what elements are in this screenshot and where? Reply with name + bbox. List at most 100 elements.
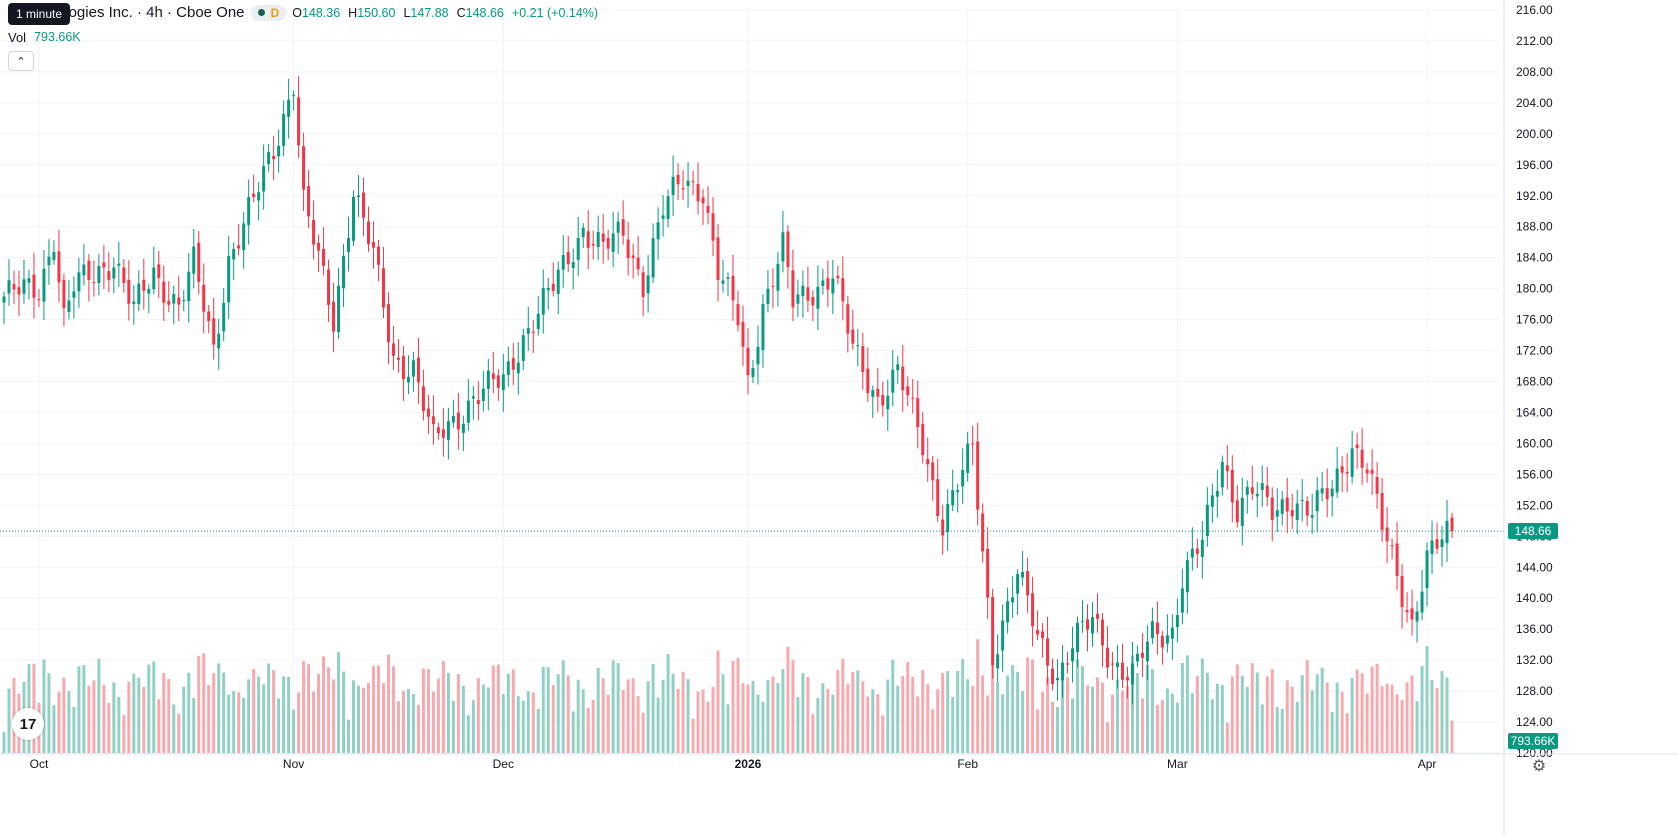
price-tick-label: 188.00 xyxy=(1516,220,1553,234)
candle-body xyxy=(911,397,915,399)
collapse-legend-button[interactable]: ⌃ xyxy=(8,51,34,71)
candle-body xyxy=(691,181,695,183)
volume-bar xyxy=(147,664,151,753)
candle-body xyxy=(1016,573,1020,594)
tradingview-logo[interactable]: 17 xyxy=(12,708,44,740)
candle-body xyxy=(1320,488,1324,494)
volume-bar xyxy=(1225,722,1229,753)
volume-bar xyxy=(342,671,346,753)
market-status-badge[interactable]: D xyxy=(250,4,287,21)
price-axis[interactable]: 216.00 212.00 208.00 204.00 200.00 196.00 192.… xyxy=(1503,0,1553,835)
candle-body xyxy=(696,184,700,202)
volume-bar xyxy=(931,709,935,753)
candle-body xyxy=(1051,668,1055,685)
volume-bar xyxy=(122,715,126,753)
volume-bar xyxy=(651,663,655,753)
volume-bar xyxy=(406,688,410,753)
volume-bar xyxy=(1280,708,1284,753)
candle-body xyxy=(137,283,141,305)
price-tick-label: 156.00 xyxy=(1516,467,1553,481)
volume-bar xyxy=(1205,672,1209,753)
volume-bar xyxy=(57,691,61,753)
volume-bar xyxy=(172,704,176,753)
volume-bar xyxy=(966,679,970,753)
volume-bar xyxy=(1315,674,1319,753)
volume-bar xyxy=(926,684,930,753)
candle-body xyxy=(1061,662,1065,681)
volume-bar xyxy=(1285,680,1289,753)
volume-bar xyxy=(766,679,770,753)
candle-body xyxy=(1375,476,1379,494)
candle-body xyxy=(711,213,715,241)
candle-body xyxy=(257,192,261,201)
volume-bar xyxy=(791,659,795,753)
candle-body xyxy=(1195,548,1199,554)
price-tick-label: 132.00 xyxy=(1516,653,1553,667)
volume-bar xyxy=(162,673,166,753)
candle-body xyxy=(1006,601,1010,623)
candle-body xyxy=(756,346,760,365)
candle-body xyxy=(961,469,965,487)
volume-bar xyxy=(556,674,560,753)
candle-body xyxy=(1405,610,1409,613)
candle-body xyxy=(706,205,710,213)
candle-body xyxy=(456,412,460,430)
candle-body xyxy=(636,257,640,270)
candle-body xyxy=(856,345,860,347)
volume-bar xyxy=(516,696,520,753)
volume-bar xyxy=(1120,690,1124,753)
candle-body xyxy=(1026,571,1030,596)
volume-bar xyxy=(756,694,760,753)
candle-body xyxy=(966,443,970,473)
candle-body xyxy=(366,221,370,244)
candle-body xyxy=(576,237,580,260)
candle-body xyxy=(681,188,685,190)
candle-body xyxy=(162,281,166,303)
candle-body xyxy=(736,303,740,326)
volume-bar xyxy=(751,680,755,753)
candle-body xyxy=(112,267,116,279)
candle-body xyxy=(67,300,71,312)
volume-bar xyxy=(961,658,965,753)
volume-bar xyxy=(187,672,191,753)
symbol-legend: r Technologies Inc. · 4h · Cboe One D O1… xyxy=(8,4,598,21)
candle-body xyxy=(62,279,66,309)
candle-body xyxy=(376,246,380,265)
settings-gear-icon[interactable]: ⚙ xyxy=(1531,758,1547,775)
volume-bar xyxy=(771,676,775,753)
volume-bar xyxy=(1061,668,1065,753)
time-axis[interactable]: Oct Nov Dec 2026 Feb Mar Apr xyxy=(0,753,1678,771)
volume-bar xyxy=(506,673,510,753)
volume-bar xyxy=(976,639,980,753)
candle-body xyxy=(102,262,106,268)
volume-bar xyxy=(1300,675,1304,753)
candle-body xyxy=(876,388,880,397)
volume-bar xyxy=(741,683,745,753)
candle-body xyxy=(77,272,81,292)
candle-body xyxy=(616,221,620,233)
volume-bar xyxy=(896,685,900,753)
candle-body xyxy=(776,263,780,291)
volume-bar xyxy=(1011,665,1015,753)
volume-bar xyxy=(1160,699,1164,753)
candle-body xyxy=(846,304,850,334)
candle-body xyxy=(916,398,920,428)
candle-body xyxy=(816,286,820,309)
price-tick-label: 208.00 xyxy=(1516,65,1553,79)
candle-body xyxy=(252,193,256,198)
volume-bar xyxy=(776,683,780,753)
candle-body xyxy=(197,242,201,282)
candle-body xyxy=(152,267,156,290)
volume-bar xyxy=(1330,712,1334,753)
volume-bar xyxy=(1250,663,1254,753)
volume-bar xyxy=(721,674,725,753)
candle-body xyxy=(1001,620,1005,651)
candle-body xyxy=(586,231,590,248)
volume-bar xyxy=(1325,682,1329,753)
volume-bar xyxy=(192,697,196,753)
candle-body xyxy=(1415,611,1419,622)
candle-body xyxy=(287,99,291,117)
volume-bar xyxy=(1400,699,1404,753)
candle-body xyxy=(741,321,745,347)
